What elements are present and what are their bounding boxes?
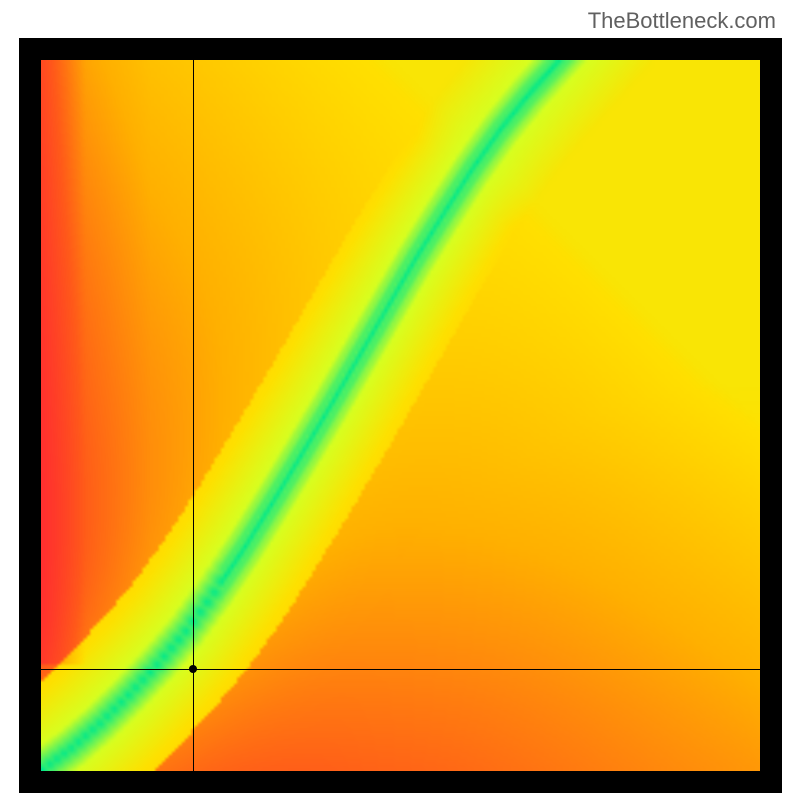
crosshair-marker xyxy=(189,665,197,673)
watermark-text: TheBottleneck.com xyxy=(588,8,776,34)
heatmap-canvas xyxy=(41,60,760,771)
crosshair-horizontal xyxy=(41,669,760,670)
chart-container: TheBottleneck.com xyxy=(0,0,800,800)
